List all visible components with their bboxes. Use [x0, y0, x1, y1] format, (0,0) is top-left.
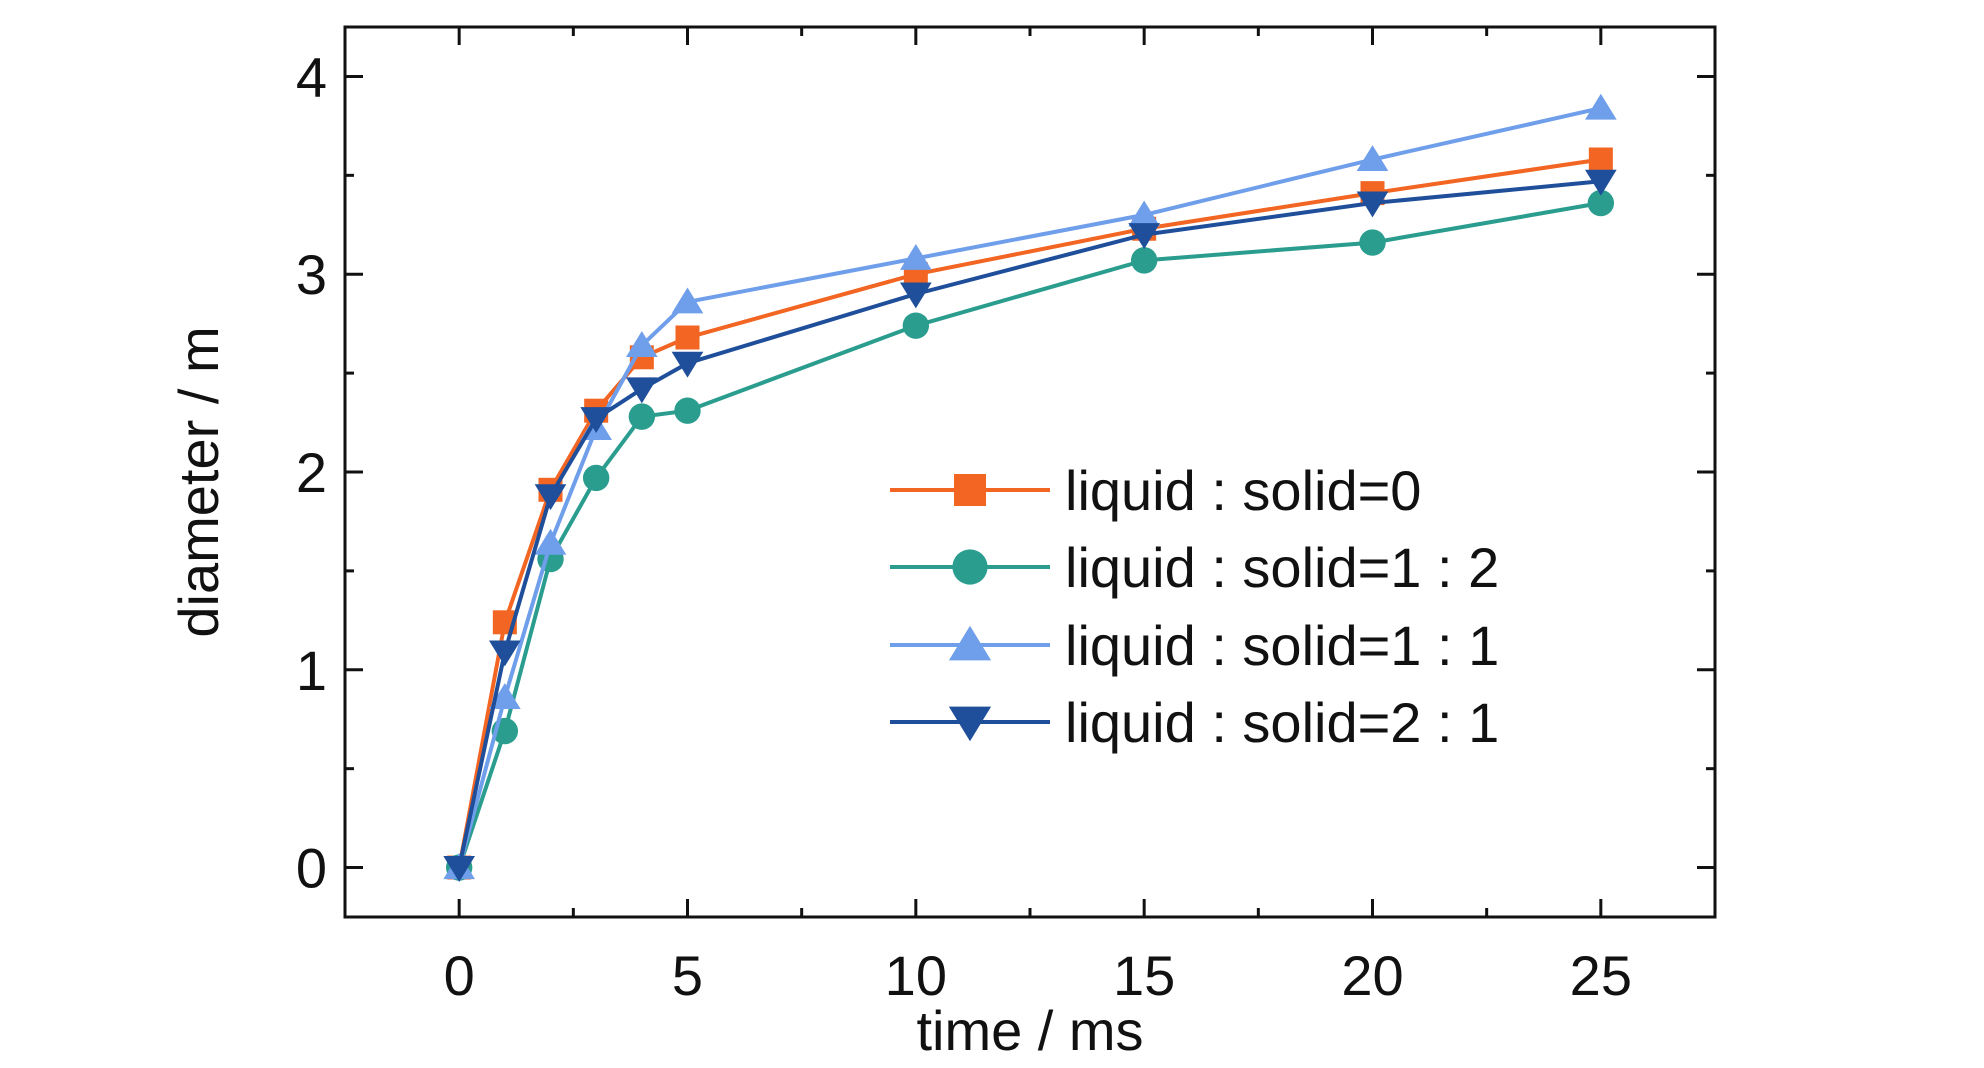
data-point	[902, 312, 930, 339]
series-layer	[443, 93, 1617, 882]
data-point	[899, 282, 932, 309]
legend-marker	[948, 625, 992, 661]
data-point	[1584, 93, 1617, 120]
data-point	[628, 403, 656, 430]
data-point	[488, 683, 521, 709]
data-point	[625, 377, 658, 404]
y-axis-title: diameter / m	[167, 326, 230, 637]
y-tick-label: 3	[296, 243, 327, 306]
legend-item: liquid : solid=1 : 1	[890, 614, 1499, 677]
series-line	[457, 106, 1602, 869]
data-point	[1587, 189, 1615, 217]
legend-label: liquid : solid=1 : 2	[1065, 536, 1499, 599]
data-point	[534, 484, 567, 511]
data-point	[625, 331, 658, 357]
data-point	[580, 407, 613, 433]
data-point	[582, 464, 610, 492]
x-tick-label: 10	[885, 944, 947, 1007]
legend-item: liquid : solid=1 : 2	[890, 536, 1499, 599]
legend-marker	[948, 706, 992, 742]
series-3	[443, 169, 1617, 882]
x-tick-label: 20	[1341, 944, 1403, 1007]
data-point	[674, 397, 701, 424]
data-point	[671, 287, 704, 314]
y-tick-label: 1	[296, 639, 327, 702]
legend-marker	[954, 474, 986, 506]
axis-ticks: 0 5 10 15 20 25 0 1 2 3 4	[296, 27, 1715, 1007]
data-point	[1128, 223, 1161, 250]
data-point	[1584, 169, 1617, 196]
series-2	[443, 93, 1617, 880]
data-point	[899, 244, 932, 270]
data-point	[1130, 247, 1158, 274]
data-point	[534, 528, 567, 555]
data-point	[443, 856, 476, 882]
x-tick-label: 0	[444, 944, 475, 1007]
data-point	[1588, 147, 1613, 172]
legend-marker	[952, 549, 988, 585]
data-point	[488, 640, 521, 667]
x-tick-label: 5	[672, 944, 703, 1007]
data-point	[1356, 145, 1389, 172]
legend-label: liquid : solid=2 : 1	[1065, 691, 1499, 754]
legend-item: liquid : solid=0	[890, 459, 1421, 522]
legend-label: liquid : solid=1 : 1	[1065, 614, 1499, 677]
legend-label: liquid : solid=0	[1065, 459, 1421, 522]
data-point	[675, 325, 700, 350]
series-line	[457, 179, 1602, 868]
y-tick-label: 2	[296, 441, 327, 504]
legend-item: liquid : solid=2 : 1	[890, 691, 1499, 754]
y-tick-label: 0	[296, 837, 327, 900]
series-1	[445, 189, 1615, 881]
series-line	[457, 157, 1602, 868]
y-tick-label: 4	[296, 45, 327, 108]
data-point	[671, 351, 704, 378]
x-tick-label: 15	[1113, 944, 1175, 1007]
series-line	[457, 201, 1602, 869]
x-tick-label: 25	[1570, 944, 1632, 1007]
data-point	[1128, 200, 1161, 227]
legend: liquid : solid=0 liquid : solid=1 : 2 liqu…	[890, 459, 1499, 754]
x-axis-title: time / ms	[916, 999, 1143, 1062]
data-point	[1359, 229, 1386, 256]
data-point	[1356, 191, 1389, 218]
